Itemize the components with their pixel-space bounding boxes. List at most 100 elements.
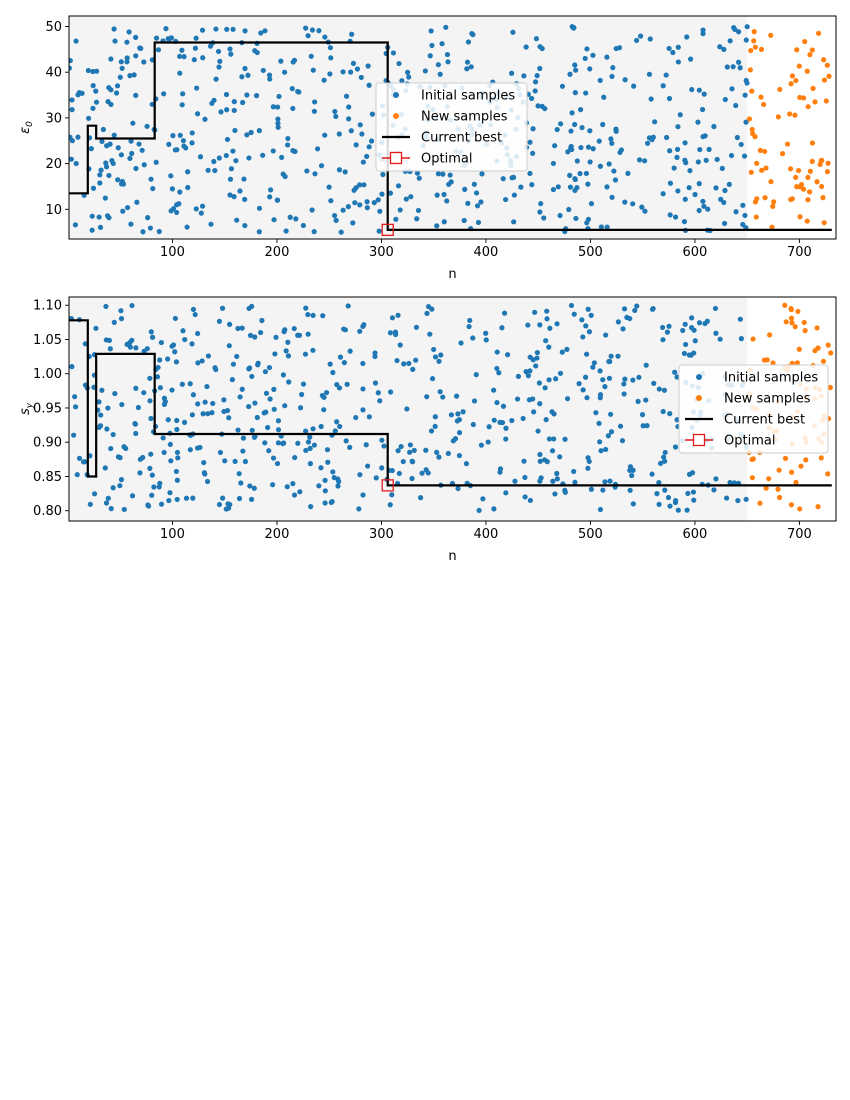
initial-sample-point [285, 142, 291, 148]
initial-sample-point [212, 167, 218, 174]
initial-sample-point [104, 426, 110, 432]
initial-sample-point [534, 349, 540, 356]
initial-sample-point [231, 107, 237, 114]
initial-sample-point [510, 29, 516, 35]
initial-sample-point [462, 186, 468, 192]
new-sample-point [803, 457, 809, 463]
legend-box [678, 364, 829, 454]
initial-sample-point [527, 139, 533, 145]
initial-sample-point [343, 93, 350, 99]
initial-sample-point [636, 374, 642, 380]
initial-sample-point [705, 206, 711, 212]
legend-label: New samples [724, 392, 811, 407]
initial-sample-point [572, 176, 578, 183]
x-tick-label: 300 [369, 245, 394, 260]
new-sample-point [753, 214, 759, 220]
initial-sample-point [157, 480, 163, 486]
initial-sample-point [590, 364, 596, 370]
initial-sample-point [485, 439, 491, 445]
initial-sample-point [172, 349, 178, 355]
initial-sample-point [136, 141, 142, 147]
new-sample-point [794, 47, 800, 53]
initial-sample-point [577, 107, 584, 113]
initial-sample-point [100, 126, 106, 133]
initial-sample-point [583, 90, 589, 96]
initial-sample-point [270, 482, 276, 488]
initial-sample-point [193, 206, 199, 212]
initial-sample-point [571, 468, 577, 475]
initial-sample-point [373, 475, 379, 481]
initial-sample-point [440, 394, 446, 400]
initial-sample-point [96, 214, 102, 220]
initial-sample-point [630, 501, 636, 507]
initial-sample-point [177, 189, 183, 195]
initial-sample-point [740, 202, 746, 208]
initial-sample-point [424, 394, 430, 400]
initial-sample-point [572, 479, 578, 485]
y-tick-label: 20 [45, 157, 62, 172]
initial-sample-point [69, 65, 72, 71]
initial-sample-point [223, 152, 229, 159]
initial-sample-point [726, 181, 732, 187]
new-sample-point [789, 469, 795, 475]
initial-sample-point [371, 200, 377, 206]
initial-sample-point [124, 59, 130, 65]
initial-sample-point [550, 186, 557, 193]
initial-sample-point [283, 228, 289, 234]
initial-sample-point [491, 387, 497, 393]
initial-sample-point [512, 478, 518, 484]
initial-sample-point [743, 77, 749, 84]
initial-sample-point [156, 228, 162, 235]
initial-sample-point [587, 128, 593, 134]
initial-sample-point [555, 184, 561, 190]
initial-sample-point [500, 403, 507, 409]
initial-sample-point [554, 126, 560, 133]
initial-sample-point [609, 194, 615, 200]
initial-sample-point [435, 62, 441, 68]
initial-sample-point [743, 496, 749, 502]
initial-sample-point [93, 88, 99, 94]
initial-sample-point [602, 479, 608, 485]
initial-sample-point [441, 219, 447, 225]
initial-sample-point [568, 302, 575, 309]
initial-sample-point [696, 320, 703, 326]
initial-sample-point [342, 169, 348, 175]
initial-sample-point [199, 203, 206, 209]
initial-sample-point [470, 421, 476, 428]
initial-sample-point [593, 410, 599, 416]
initial-sample-point [302, 351, 309, 357]
new-sample-point [814, 179, 820, 185]
initial-sample-point [185, 169, 191, 175]
initial-sample-point [248, 496, 255, 503]
initial-sample-point [262, 28, 268, 34]
initial-sample-point [327, 361, 333, 367]
initial-sample-point [141, 59, 147, 65]
initial-sample-point [311, 229, 317, 235]
initial-sample-point [246, 365, 253, 371]
initial-sample-point [471, 181, 477, 187]
new-sample-point [766, 332, 773, 338]
initial-sample-point [685, 490, 691, 497]
new-sample-point [747, 67, 753, 73]
initial-sample-point [456, 430, 463, 436]
initial-sample-point [333, 217, 339, 223]
new-sample-point [821, 57, 827, 63]
initial-sample-point [340, 69, 346, 75]
initial-sample-point [148, 415, 154, 422]
x-tick-label: 100 [160, 527, 185, 542]
initial-sample-point [195, 401, 201, 407]
new-sample-point [748, 47, 754, 54]
initial-sample-point [217, 58, 223, 64]
initial-sample-point [366, 144, 372, 150]
initial-sample-point [135, 404, 141, 411]
initial-sample-point [309, 207, 315, 213]
initial-sample-point [285, 339, 291, 345]
new-sample-point [793, 479, 799, 485]
initial-sample-point [701, 203, 707, 209]
initial-sample-point [227, 321, 233, 327]
initial-sample-point [213, 76, 219, 82]
initial-sample-point [354, 66, 361, 72]
initial-sample-point [209, 410, 215, 416]
initial-sample-point [184, 224, 190, 230]
initial-sample-point [429, 376, 436, 382]
